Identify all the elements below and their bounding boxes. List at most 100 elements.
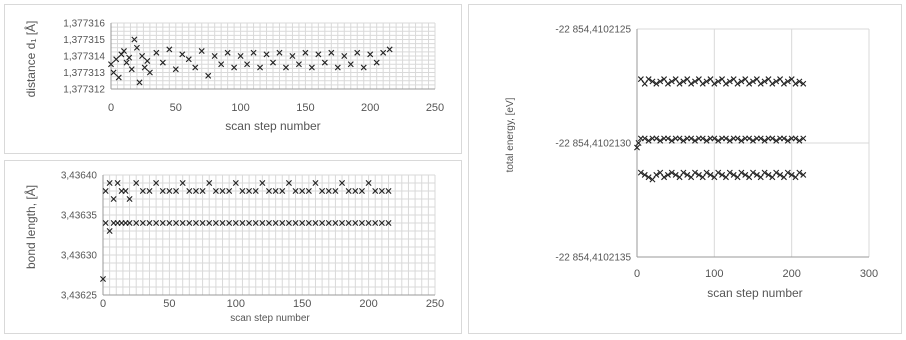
energy-point bbox=[773, 137, 780, 144]
bond-point bbox=[106, 180, 113, 186]
energy-point bbox=[680, 78, 687, 85]
energy-point bbox=[707, 171, 714, 178]
bond-point bbox=[199, 188, 206, 194]
bond-point bbox=[252, 188, 259, 194]
distance-point bbox=[120, 48, 127, 55]
energy-point bbox=[692, 78, 698, 85]
bond-point bbox=[173, 188, 180, 194]
bond-point bbox=[146, 188, 153, 194]
energy-point bbox=[746, 135, 753, 142]
bond-point bbox=[292, 220, 299, 226]
energy-point bbox=[699, 135, 706, 142]
energy-point bbox=[796, 169, 803, 176]
energy-ytick-label: -22 854,4102130 bbox=[555, 139, 631, 150]
bond-point bbox=[122, 188, 129, 194]
energy-point bbox=[634, 144, 640, 151]
energy-point bbox=[761, 169, 768, 176]
distance-point bbox=[172, 66, 179, 73]
bond-chart-panel: scan step number bond length, [Å] 0 50 100… bbox=[4, 160, 462, 334]
distance-series-0 bbox=[108, 36, 393, 86]
distance-point bbox=[250, 49, 257, 56]
distance-ytick-label: 1,377315 bbox=[63, 35, 105, 46]
bond-point bbox=[365, 220, 372, 226]
distance-xtick-label: 150 bbox=[296, 102, 314, 114]
energy-point bbox=[664, 171, 671, 178]
bond-point bbox=[378, 188, 385, 194]
bond-point bbox=[266, 188, 272, 194]
energy-point bbox=[635, 140, 642, 146]
bond-point bbox=[385, 220, 392, 226]
bond-point bbox=[114, 180, 121, 186]
energy-plot: 0 100 200 300 -22 854,4102125 -22 854,4102130… bbox=[555, 25, 878, 281]
bond-point bbox=[186, 188, 193, 194]
energy-point bbox=[722, 80, 729, 87]
distance-point bbox=[244, 61, 251, 68]
distance-point bbox=[205, 72, 212, 79]
distance-point bbox=[341, 53, 348, 59]
bond-point bbox=[246, 188, 253, 194]
energy-point bbox=[800, 171, 807, 178]
bond-point bbox=[153, 220, 160, 226]
energy-point bbox=[784, 137, 791, 144]
energy-point bbox=[688, 135, 695, 142]
energy-point bbox=[800, 135, 807, 142]
energy-point bbox=[668, 137, 675, 144]
distance-point bbox=[386, 46, 393, 53]
bond-point bbox=[285, 180, 292, 186]
energy-point bbox=[715, 78, 722, 85]
bond-point bbox=[372, 188, 379, 194]
bond-point bbox=[133, 220, 140, 226]
distance-point bbox=[295, 61, 302, 68]
bond-point bbox=[312, 180, 319, 186]
bond-point bbox=[159, 220, 166, 226]
bond-point bbox=[339, 180, 346, 186]
energy-point bbox=[672, 171, 679, 178]
energy-point bbox=[734, 135, 741, 142]
bond-xtick-label: 200 bbox=[359, 298, 377, 310]
distance-point bbox=[237, 53, 244, 59]
bond-point bbox=[232, 220, 239, 226]
bond-point bbox=[299, 188, 306, 194]
energy-series-0 bbox=[637, 76, 807, 87]
distance-point bbox=[179, 51, 186, 58]
energy-xlabel: scan step number bbox=[707, 286, 802, 300]
distance-point bbox=[211, 53, 218, 59]
bond-point bbox=[279, 188, 286, 194]
energy-series-2 bbox=[637, 169, 807, 183]
energy-point bbox=[780, 80, 787, 87]
distance-point bbox=[360, 64, 367, 71]
distance-point bbox=[263, 51, 270, 58]
total-energy-chart: scan step number total energy, [eV] 0 100… bbox=[505, 25, 878, 301]
distance-point bbox=[334, 64, 341, 71]
energy-point bbox=[711, 135, 718, 142]
distance-point bbox=[380, 49, 387, 56]
bond-point bbox=[352, 188, 359, 194]
energy-point bbox=[761, 137, 768, 144]
energy-ylabel: total energy, [eV] bbox=[505, 97, 516, 172]
bond-point bbox=[325, 188, 332, 194]
distance-point bbox=[276, 49, 283, 56]
distance-point bbox=[185, 56, 192, 63]
energy-point bbox=[746, 80, 753, 87]
bond-point bbox=[305, 188, 312, 194]
bond-point bbox=[206, 180, 213, 186]
bond-point bbox=[259, 220, 266, 226]
energy-ytick-label: -22 854,4102125 bbox=[555, 25, 631, 36]
energy-point bbox=[711, 80, 718, 87]
energy-point bbox=[784, 169, 791, 176]
energy-point bbox=[796, 137, 803, 144]
energy-point bbox=[653, 135, 660, 142]
bond-point bbox=[102, 188, 109, 194]
distance-point bbox=[231, 64, 238, 71]
distance-ytick-label: 1,377313 bbox=[63, 68, 105, 79]
energy-point bbox=[726, 169, 733, 176]
distance-point bbox=[308, 64, 315, 71]
energy-point bbox=[788, 171, 795, 178]
distance-xtick-label: 250 bbox=[426, 102, 444, 114]
energy-point bbox=[738, 169, 745, 176]
energy-point bbox=[645, 137, 652, 144]
energy-point bbox=[653, 171, 660, 178]
distance-point bbox=[289, 53, 296, 59]
energy-xtick-label: 0 bbox=[634, 268, 640, 280]
bond-point bbox=[345, 188, 352, 194]
